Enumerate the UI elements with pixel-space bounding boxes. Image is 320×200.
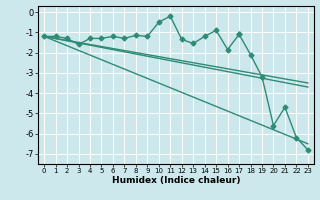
X-axis label: Humidex (Indice chaleur): Humidex (Indice chaleur) [112, 176, 240, 185]
